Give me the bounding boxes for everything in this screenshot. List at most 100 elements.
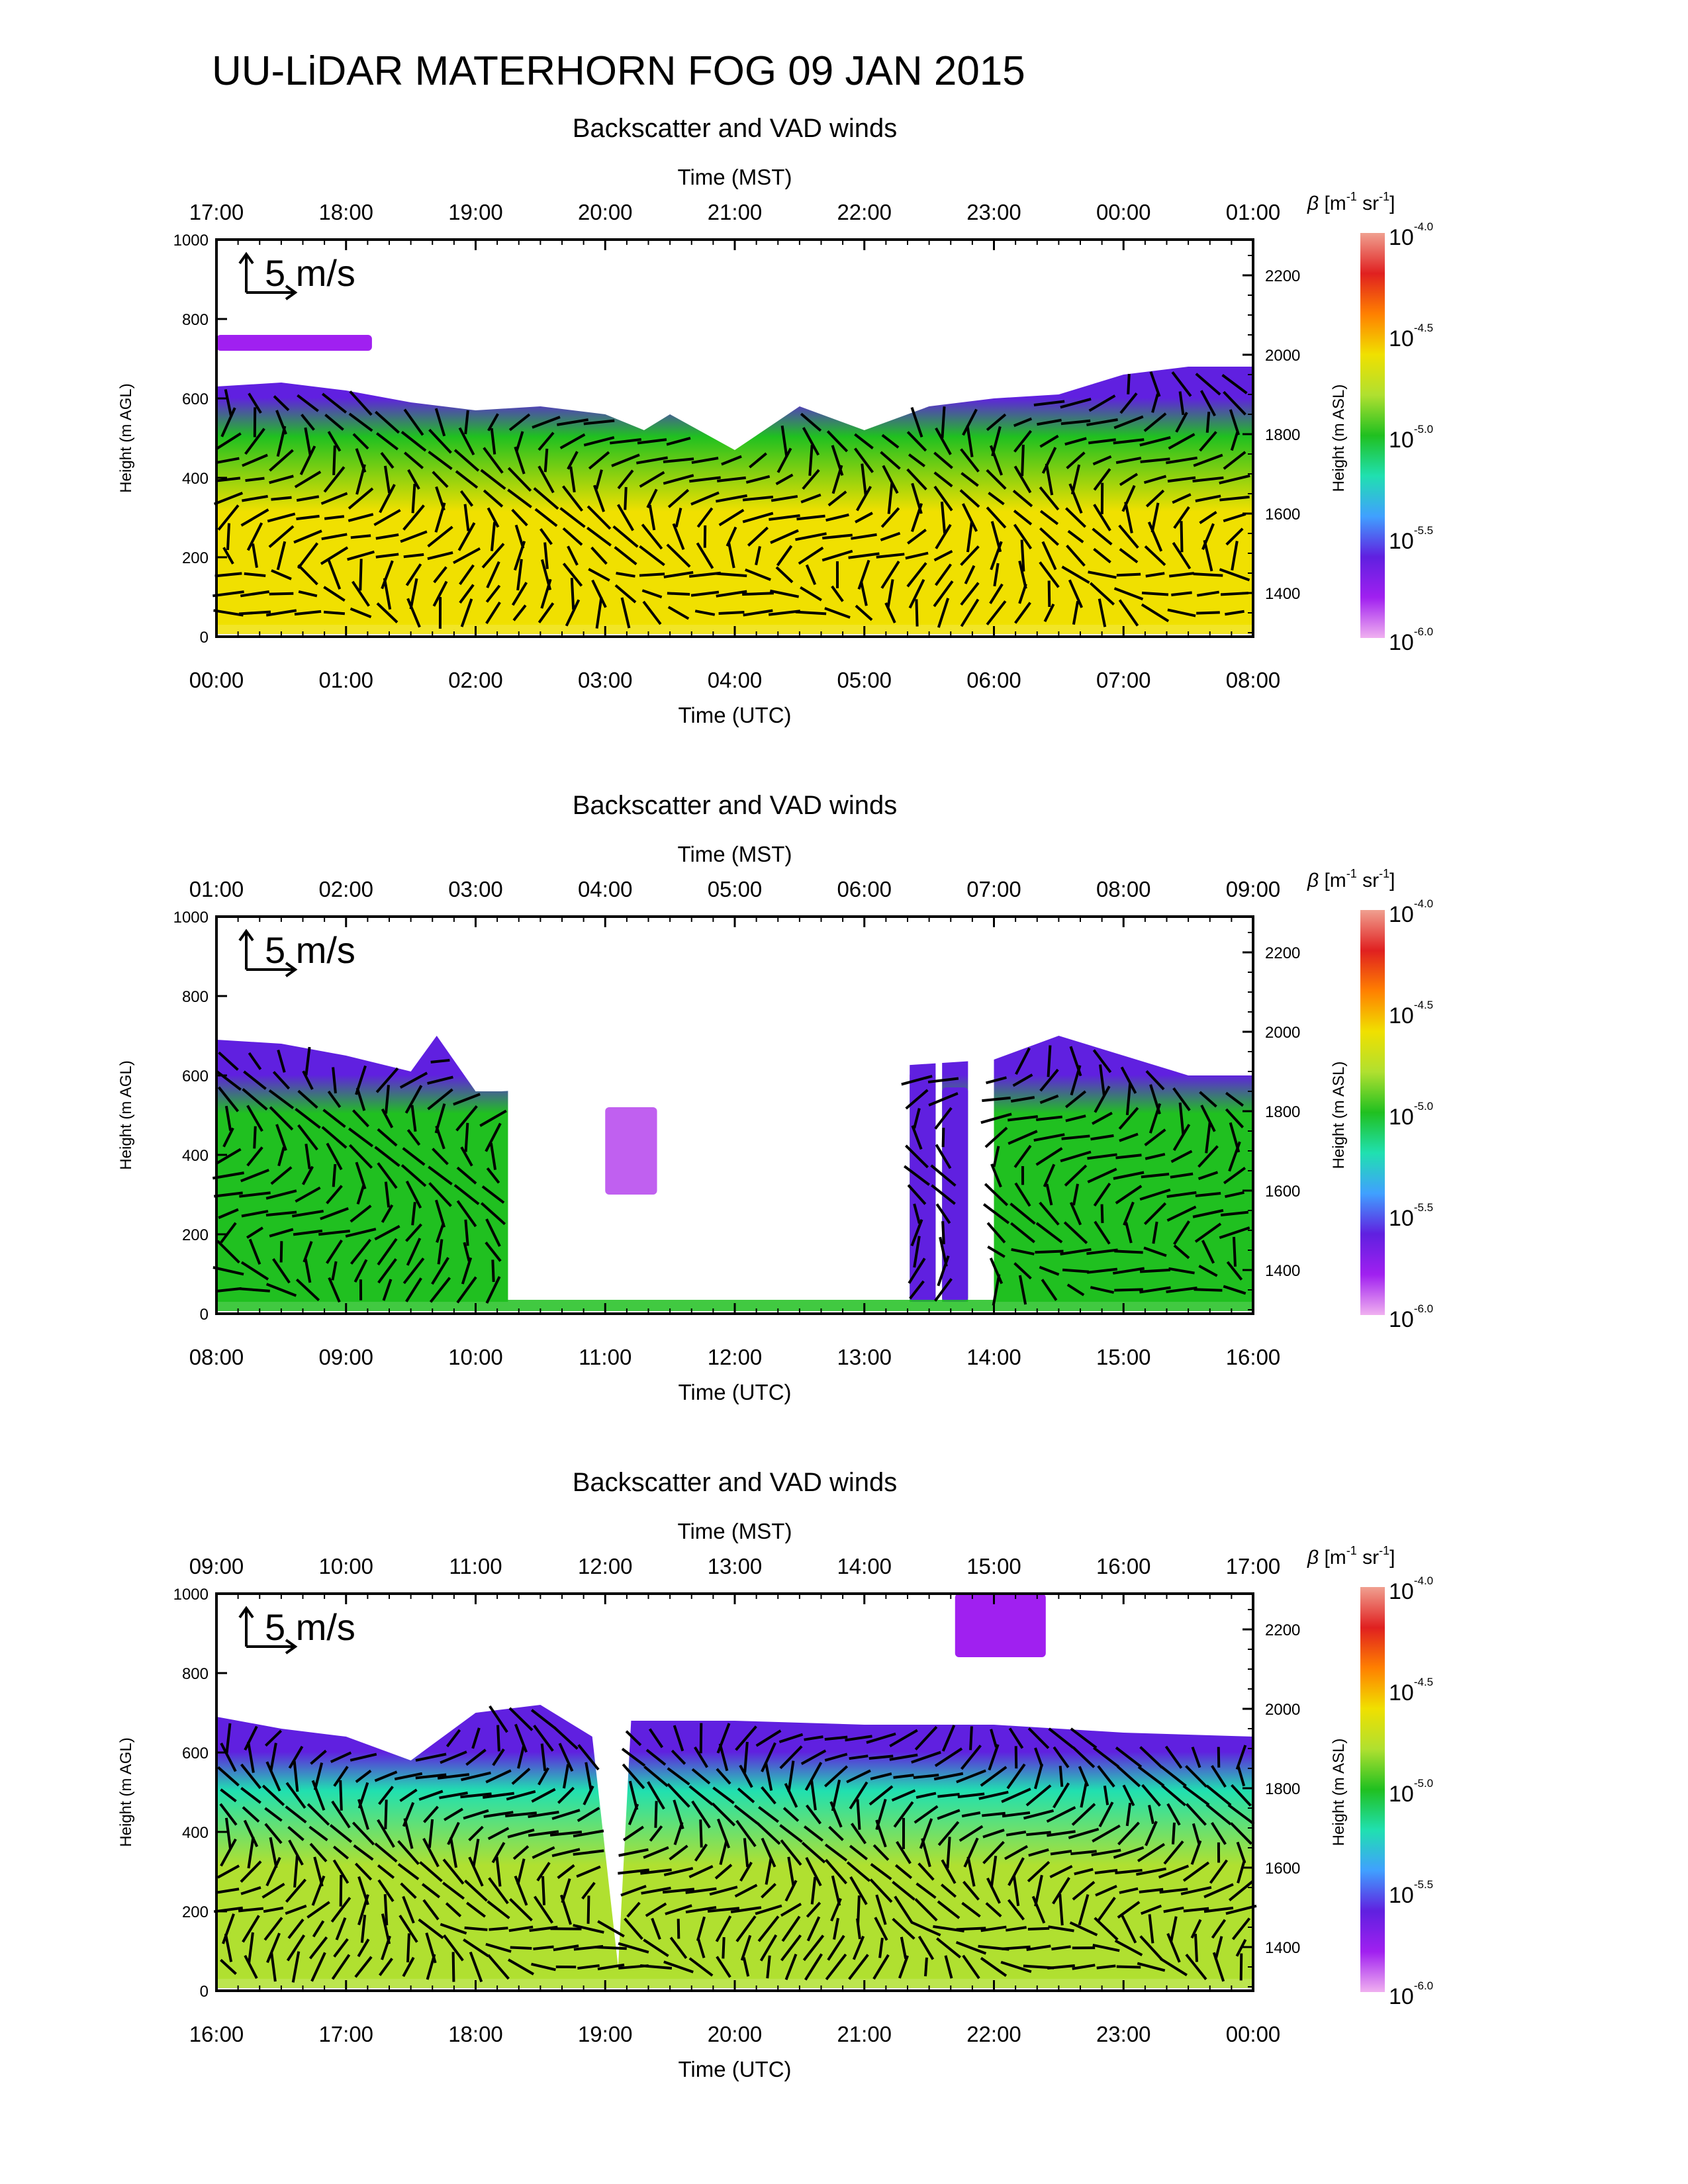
- wind-arrow: [685, 1887, 717, 1894]
- wind-arrow: [295, 1186, 321, 1203]
- wind-arrow: [376, 602, 399, 623]
- wind-arrow: [1013, 1144, 1032, 1168]
- wind-arrow: [242, 1088, 268, 1111]
- wind-arrow: [1002, 1811, 1031, 1818]
- wind-arrow: [764, 1762, 773, 1791]
- wind-arrow: [1115, 457, 1142, 465]
- wind-arrow: [696, 1937, 706, 1958]
- wind-arrow: [565, 599, 581, 627]
- wind-arrow: [852, 1935, 865, 1960]
- wind-arrow: [1140, 1268, 1170, 1273]
- wind-arrow: [217, 1888, 240, 1894]
- wind-arrow: [425, 1932, 437, 1964]
- wind-arrow: [960, 598, 980, 627]
- wind-arrow: [910, 1219, 923, 1247]
- wind-arrow: [275, 410, 287, 435]
- wind-arrow: [557, 1864, 575, 1880]
- wind-arrow: [1141, 1173, 1170, 1179]
- wind-arrow: [402, 504, 425, 531]
- wind-arrow: [485, 1122, 502, 1152]
- wind-arrow: [730, 1906, 762, 1914]
- x-tick-label: 15:00: [1096, 1345, 1151, 1369]
- wind-arrow: [1093, 468, 1111, 491]
- wind-arrow: [1072, 1881, 1096, 1901]
- wind-arrow: [222, 1913, 235, 1944]
- wind-arrow: [1161, 1784, 1186, 1807]
- wind-arrow: [937, 1255, 950, 1287]
- y2-tick-label: 1400: [1265, 1939, 1300, 1957]
- wind-arrow: [583, 435, 615, 447]
- wind-arrow: [1013, 430, 1032, 453]
- wind-arrow: [297, 542, 319, 569]
- wind-arrow: [803, 1825, 824, 1842]
- wind-arrow: [541, 1876, 546, 1905]
- wind-arrow: [480, 1202, 506, 1226]
- wind-arrow: [984, 1126, 1008, 1148]
- wind-arrow: [1103, 1785, 1109, 1805]
- y2-tick-label: 1400: [1265, 1262, 1300, 1280]
- wind-arrow: [272, 1071, 291, 1090]
- wind-arrow: [1088, 570, 1117, 579]
- wind-arrow: [806, 1916, 821, 1942]
- wind-arrow: [577, 1964, 600, 1970]
- wind-arrow: [855, 486, 872, 512]
- wind-arrow: [304, 427, 312, 455]
- wind-arrow: [1166, 1933, 1181, 1963]
- wind-arrow: [1194, 1933, 1199, 1962]
- wind-arrow: [1159, 1888, 1188, 1894]
- wind-arrow: [663, 474, 694, 485]
- wind-arrow: [222, 547, 234, 565]
- wind-arrow: [384, 1181, 391, 1208]
- wind-arrow: [800, 493, 821, 504]
- wind-arrow: [224, 1933, 233, 1962]
- wind-arrow: [714, 1864, 733, 1880]
- y2-tick-label: 2000: [1265, 1024, 1300, 1042]
- wind-arrow: [456, 1166, 477, 1185]
- wind-arrow: [1047, 580, 1051, 608]
- wind-arrow: [1013, 465, 1032, 494]
- wind-arrow: [966, 521, 974, 553]
- wind-arrow: [562, 1764, 570, 1789]
- wind-arrow: [423, 1805, 439, 1823]
- wind-arrow: [1068, 483, 1083, 514]
- wind-arrow: [1203, 1906, 1234, 1913]
- wind-arrow: [1139, 435, 1171, 447]
- wind-arrow: [1072, 601, 1080, 625]
- wind-arrow: [411, 483, 416, 514]
- wind-arrow: [460, 598, 473, 627]
- wind-arrow: [869, 1878, 893, 1903]
- wind-arrow: [804, 1735, 823, 1741]
- wind-arrow: [742, 512, 774, 523]
- wind-arrow: [993, 563, 1000, 587]
- wind-arrow: [716, 590, 747, 598]
- wind-arrow: [969, 1726, 973, 1751]
- wind-arrow: [1004, 1844, 1028, 1860]
- wind-arrow: [1046, 1806, 1076, 1823]
- wind-arrow: [265, 1210, 297, 1217]
- wind-arrow: [597, 1920, 625, 1938]
- colorbar-tick-label: 10-5.5: [1389, 1878, 1433, 1908]
- wind-arrow: [1147, 522, 1163, 552]
- x2-tick-label: 09:00: [189, 1554, 244, 1578]
- wind-arrow: [831, 1780, 841, 1811]
- y-tick-label: 800: [182, 311, 209, 329]
- wind-arrow: [715, 1915, 732, 1942]
- wind-arrow: [485, 601, 501, 625]
- wind-arrow: [739, 1862, 753, 1882]
- wind-arrow: [348, 487, 374, 510]
- x2-tick-label: 06:00: [837, 877, 892, 901]
- wind-arrow: [718, 1743, 729, 1772]
- panel-3: Backscatter and VAD winds Time (MST) Time …: [117, 1468, 1433, 2081]
- wind-arrow: [1139, 1888, 1164, 1893]
- y-tick-label: 400: [182, 1147, 209, 1165]
- wind-arrow: [528, 1830, 559, 1837]
- wind-arrow: [327, 431, 342, 452]
- wind-arrow: [591, 579, 607, 608]
- wind-arrow: [468, 1856, 484, 1887]
- wind-arrow: [265, 1283, 297, 1297]
- wind-arrow: [914, 1898, 938, 1922]
- wind-arrow: [1195, 494, 1221, 502]
- wind-arrow: [440, 1751, 467, 1764]
- wind-arrow: [880, 561, 900, 589]
- wind-arrow: [487, 1900, 510, 1919]
